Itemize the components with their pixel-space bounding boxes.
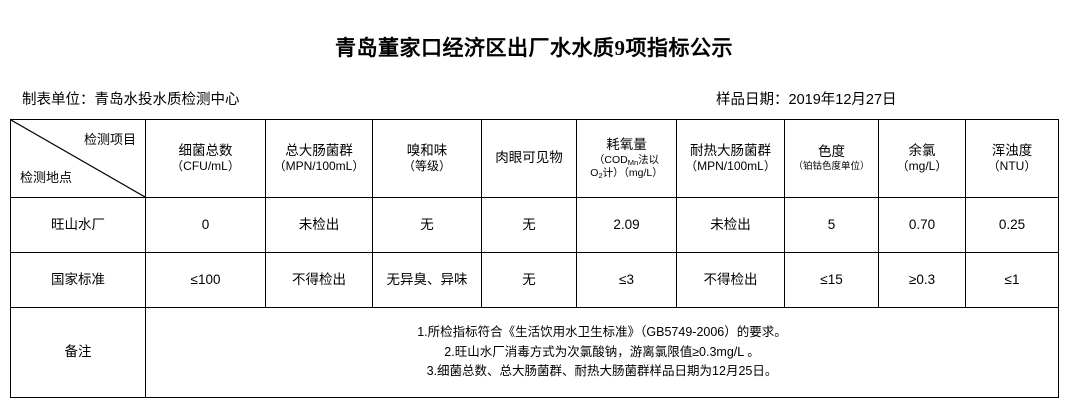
column-header-bacteria-count: 细菌总数 （CFU/mL）	[145, 119, 266, 198]
column-header-oxygen-consumption: 耗氧量 （CODMn法以 O2计）（mg/L）	[576, 119, 677, 198]
cell-odor-taste: 无	[372, 197, 482, 253]
cod-text: （COD	[593, 153, 628, 166]
col-name: 嗅和味	[406, 142, 448, 158]
col-name: 浑浊度	[991, 142, 1033, 158]
sample-date-label: 样品日期：2019年12月27日	[716, 92, 897, 108]
note-item: 2.旺山水厂消毒方式为次氯酸钠，游离氯限值≥0.3mg/L 。	[444, 344, 760, 359]
col-name: 耐热大肠菌群	[690, 142, 771, 158]
cell-oxygen-consumption: ≤3	[576, 252, 677, 308]
column-header-thermotolerant-coliform: 耐热大肠菌群 （MPN/100mL）	[676, 119, 785, 198]
column-header-total-coliform: 总大肠菌群 （MPN/100mL）	[265, 119, 373, 198]
cell-turbidity: ≤1	[965, 252, 1059, 308]
header-corner-cell: 检测项目 检测地点	[10, 119, 146, 198]
method-text: 法以	[638, 153, 660, 166]
cell-total-coliform: 不得检出	[265, 252, 373, 308]
table-notes-row: 备注 1.所检指标符合《生活饮用水卫生标准》（GB5749-2006）的要求。 …	[10, 307, 1059, 398]
cell-visible-matter: 无	[481, 252, 577, 308]
notes-list: 1.所检指标符合《生活饮用水卫生标准》（GB5749-2006）的要求。 2.旺…	[148, 323, 1056, 381]
cell-odor-taste: 无异臭、异味	[372, 252, 482, 308]
cell-total-coliform: 未检出	[265, 197, 373, 253]
col-name: 肉眼可见物	[495, 150, 563, 166]
water-quality-table: 检测项目 检测地点 细菌总数 （CFU/mL） 总大肠菌群 （MPN/100mL…	[10, 119, 1059, 398]
col-unit: （MPN/100mL）	[685, 159, 776, 174]
cell-residual-chlorine: 0.70	[878, 197, 966, 253]
note-item: 3.细菌总数、总大肠菌群、耐热大肠菌群样品日期为12月25日。	[426, 364, 778, 379]
col-name: 总大肠菌群	[285, 142, 353, 158]
col-name: 耗氧量	[606, 136, 647, 152]
cell-bacteria-count: 0	[145, 197, 266, 253]
col-unit-line-2: O2计）（mg/L）	[579, 167, 674, 180]
notes-body: 1.所检指标符合《生活饮用水卫生标准》（GB5749-2006）的要求。 2.旺…	[145, 307, 1059, 398]
col-unit: （NTU）	[987, 159, 1037, 174]
col-unit: （铂钴色度单位）	[793, 161, 870, 172]
header-test-item-label: 检测项目	[83, 132, 136, 147]
cell-bacteria-count: ≤100	[145, 252, 266, 308]
col-unit: （MPN/100mL）	[273, 159, 365, 174]
col-unit-line-1: （CODMn法以	[579, 154, 674, 167]
col-unit: （等级）	[402, 159, 451, 174]
cell-turbidity: 0.25	[965, 197, 1059, 253]
o-text: O	[590, 166, 599, 179]
column-header-residual-chlorine: 余氯 （mg/L）	[878, 119, 966, 198]
row-label-plant: 旺山水厂	[10, 197, 146, 253]
report-table-wrapper: 检测项目 检测地点 细菌总数 （CFU/mL） 总大肠菌群 （MPN/100mL…	[10, 119, 1059, 398]
table-row: 旺山水厂 0 未检出 无 无 2.09 未检出 5 0.70 0.25	[10, 197, 1059, 253]
cell-chromaticity: 5	[784, 197, 879, 253]
cell-thermotolerant-coliform: 未检出	[676, 197, 785, 253]
page-title: 青岛董家口经济区出厂水水质9项指标公示	[335, 36, 733, 60]
cell-thermotolerant-coliform: 不得检出	[676, 252, 785, 308]
table-row: 国家标准 ≤100 不得检出 无异臭、异味 无 ≤3 不得检出 ≤15 ≥0.3…	[10, 252, 1059, 308]
table-header-row: 检测项目 检测地点 细菌总数 （CFU/mL） 总大肠菌群 （MPN/100mL…	[10, 119, 1059, 198]
cell-residual-chlorine: ≥0.3	[878, 252, 966, 308]
notes-label: 备注	[10, 307, 146, 398]
column-header-chromaticity: 色度 （铂钴色度单位）	[784, 119, 879, 198]
header-test-location-label: 检测地点	[20, 169, 73, 185]
o-subscript: 2	[598, 170, 603, 180]
note-item: 1.所检指标符合《生活饮用水卫生标准》（GB5749-2006）的要求。	[417, 325, 787, 340]
col-name: 余氯	[908, 142, 936, 158]
cell-chromaticity: ≤15	[784, 252, 879, 308]
col-unit: （CFU/mL）	[171, 159, 240, 174]
maker-unit-label: 制表单位：青岛水投水质检测中心	[22, 92, 240, 108]
cell-oxygen-consumption: 2.09	[576, 197, 677, 253]
column-header-odor-taste: 嗅和味 （等级）	[372, 119, 482, 198]
col-unit: （mg/L）	[896, 159, 948, 174]
column-header-visible-matter: 肉眼可见物	[481, 119, 577, 198]
col-name: 色度	[818, 144, 845, 160]
cod-subscript: Mn	[627, 157, 639, 167]
unit-tail-text: 计）（mg/L）	[602, 166, 663, 179]
cell-visible-matter: 无	[481, 197, 577, 253]
col-name: 细菌总数	[178, 142, 233, 158]
row-label-national-standard: 国家标准	[10, 252, 146, 308]
meta-row: 制表单位：青岛水投水质检测中心 样品日期：2019年12月27日	[0, 88, 1068, 110]
column-header-turbidity: 浑浊度 （NTU）	[965, 119, 1059, 198]
